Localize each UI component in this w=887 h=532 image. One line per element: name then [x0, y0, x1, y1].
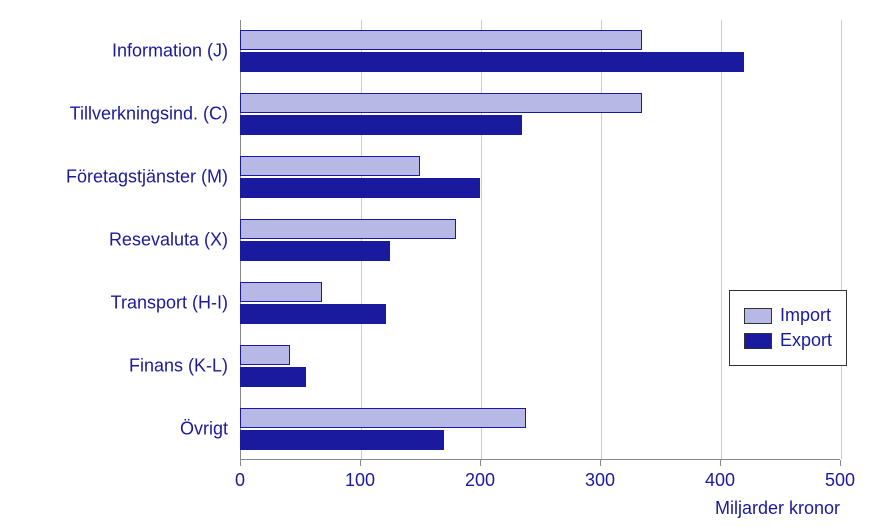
bar-import	[240, 282, 322, 302]
gridline	[601, 20, 602, 459]
gridline	[481, 20, 482, 459]
bar-export	[240, 367, 306, 387]
legend: Import Export	[729, 290, 847, 366]
x-tick-label: 500	[825, 470, 855, 491]
bar-import	[240, 408, 526, 428]
x-tick	[360, 460, 361, 466]
x-axis-title: Miljarder kronor	[715, 498, 840, 519]
x-tick	[600, 460, 601, 466]
bar-import	[240, 156, 420, 176]
category-label: Resevaluta (X)	[109, 230, 228, 251]
x-tick-label: 300	[585, 470, 615, 491]
bar-export	[240, 430, 444, 450]
bar-import	[240, 30, 642, 50]
plot-area	[240, 20, 840, 460]
bar-export	[240, 241, 390, 261]
legend-swatch	[744, 308, 772, 324]
category-label: Transport (H-I)	[111, 292, 228, 313]
x-tick	[840, 460, 841, 466]
legend-label: Export	[780, 330, 832, 351]
gridline	[721, 20, 722, 459]
bar-import	[240, 93, 642, 113]
bar-import	[240, 345, 290, 365]
x-tick-label: 100	[345, 470, 375, 491]
x-tick-label: 400	[705, 470, 735, 491]
chart-container: 0 100 200 300 400 500 Information (J) Tillverk…	[0, 0, 887, 532]
bar-export	[240, 178, 480, 198]
x-tick	[240, 460, 241, 466]
gridline	[361, 20, 362, 459]
category-label: Företagstjänster (M)	[66, 167, 228, 188]
gridline	[841, 20, 842, 459]
legend-label: Import	[780, 305, 831, 326]
x-tick-label: 0	[235, 470, 245, 491]
category-label: Tillverkningsind. (C)	[70, 104, 228, 125]
category-label: Information (J)	[112, 41, 228, 62]
bar-import	[240, 219, 456, 239]
legend-item: Export	[744, 330, 832, 351]
legend-swatch	[744, 333, 772, 349]
category-label: Övrigt	[180, 418, 228, 439]
x-tick	[480, 460, 481, 466]
x-tick	[720, 460, 721, 466]
category-label: Finans (K-L)	[129, 355, 228, 376]
bar-export	[240, 304, 386, 324]
legend-item: Import	[744, 305, 832, 326]
bar-export	[240, 115, 522, 135]
bar-export	[240, 52, 744, 72]
x-tick-label: 200	[465, 470, 495, 491]
